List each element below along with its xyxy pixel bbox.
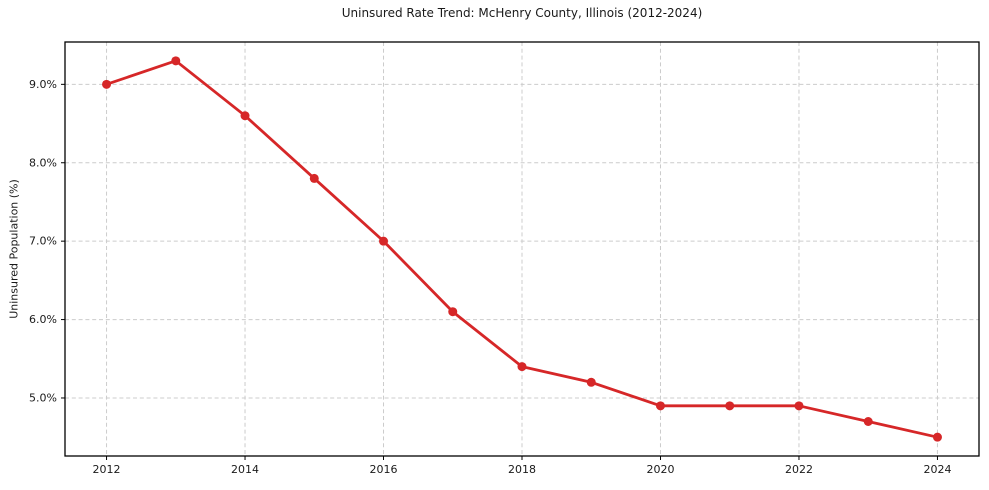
chart-title: Uninsured Rate Trend: McHenry County, Il… bbox=[341, 6, 703, 20]
x-tick-label: 2014 bbox=[231, 463, 259, 476]
y-tick-label: 5.0% bbox=[29, 391, 57, 404]
data-point bbox=[586, 377, 596, 387]
data-point bbox=[309, 173, 319, 183]
data-point bbox=[448, 307, 458, 317]
y-tick-label: 6.0% bbox=[29, 313, 57, 326]
data-point bbox=[794, 401, 804, 411]
x-tick-label: 2024 bbox=[923, 463, 951, 476]
data-point bbox=[932, 432, 942, 442]
data-point bbox=[171, 56, 181, 66]
data-point bbox=[102, 79, 112, 89]
data-point bbox=[379, 236, 389, 246]
x-tick-label: 2020 bbox=[646, 463, 674, 476]
y-tick-label: 7.0% bbox=[29, 235, 57, 248]
y-tick-label: 8.0% bbox=[29, 156, 57, 169]
x-tick-label: 2022 bbox=[785, 463, 813, 476]
data-point bbox=[863, 417, 873, 426]
data-point bbox=[240, 111, 250, 121]
data-point bbox=[725, 401, 735, 411]
data-point bbox=[517, 362, 527, 372]
x-tick-label: 2016 bbox=[370, 463, 398, 476]
y-tick-label: 9.0% bbox=[29, 78, 57, 91]
x-tick-label: 2012 bbox=[93, 463, 121, 476]
data-point bbox=[655, 401, 665, 411]
x-tick-label: 2018 bbox=[508, 463, 536, 476]
